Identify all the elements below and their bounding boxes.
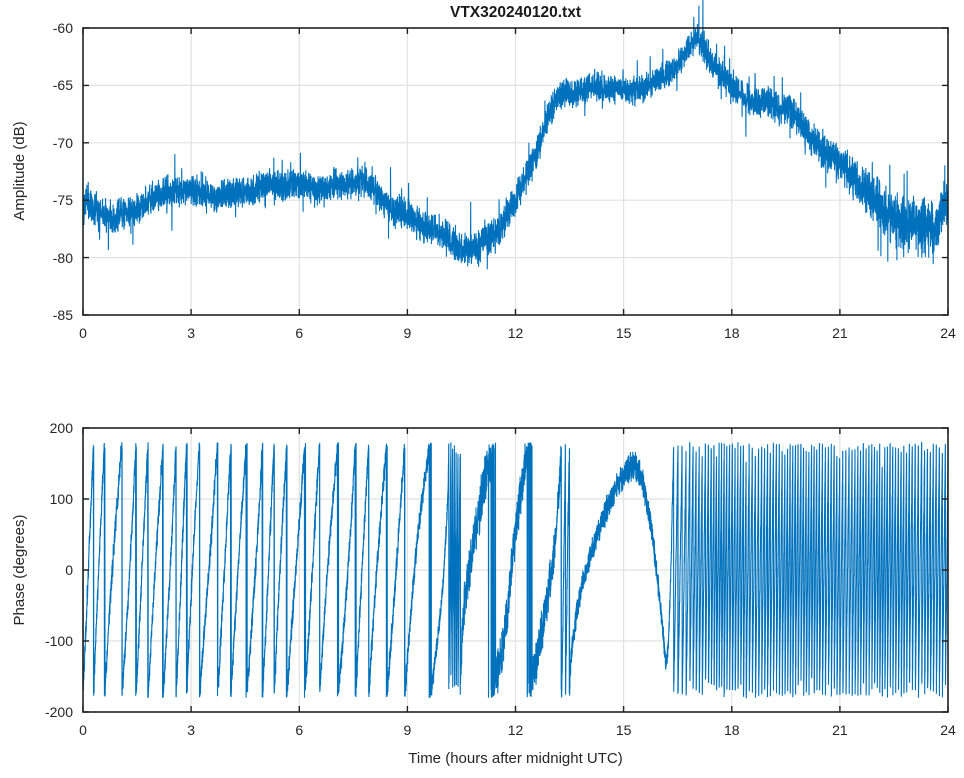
x-tick-label: 18 bbox=[723, 325, 740, 341]
x-tick-label: 24 bbox=[940, 325, 956, 341]
y-tick-label: -80 bbox=[52, 249, 73, 266]
y-tick-label: 200 bbox=[49, 420, 73, 436]
x-tick-label: 9 bbox=[403, 325, 412, 341]
x-tick-label: 9 bbox=[403, 722, 412, 738]
y-tick-label: -100 bbox=[44, 633, 73, 649]
x-tick-label: 21 bbox=[832, 325, 848, 341]
y-tick-label: -85 bbox=[52, 307, 73, 323]
x-tick-label: 3 bbox=[187, 325, 196, 341]
y-tick-label: -65 bbox=[52, 77, 73, 94]
amplitude-trace bbox=[82, 0, 949, 270]
y-tick-label: 0 bbox=[65, 562, 73, 578]
x-tick-label: 15 bbox=[615, 722, 632, 738]
x-tick-label: 21 bbox=[832, 722, 848, 738]
gridlines-plot0 bbox=[83, 28, 948, 315]
y-tick-label: -60 bbox=[52, 20, 73, 36]
x-tick-label: 18 bbox=[723, 722, 740, 738]
y-tick-label: -200 bbox=[44, 704, 73, 720]
x-tick-label: 12 bbox=[507, 325, 524, 341]
axes-box-plot0 bbox=[82, 27, 949, 316]
amplitude-axis-label: Amplitude (dB) bbox=[11, 121, 28, 221]
y-tick-label: 100 bbox=[49, 491, 73, 507]
x-tick-label: 6 bbox=[295, 325, 304, 341]
x-tick-label: 0 bbox=[79, 722, 87, 738]
y-tick-label: -75 bbox=[52, 192, 73, 209]
x-tick-label: 12 bbox=[507, 722, 524, 738]
axes-box-plot1 bbox=[82, 427, 949, 713]
y-tick-label: -70 bbox=[52, 134, 73, 151]
time-axis-label: Time (hours after midnight UTC) bbox=[408, 750, 623, 767]
figure-title: VTX320240120.txt bbox=[450, 4, 581, 21]
x-tick-label: 15 bbox=[615, 325, 632, 341]
x-tick-label: 3 bbox=[187, 722, 196, 738]
phase-trace bbox=[82, 442, 949, 699]
x-tick-label: 24 bbox=[940, 722, 956, 738]
x-tick-label: 0 bbox=[79, 325, 87, 341]
x-tick-label: 6 bbox=[295, 722, 304, 738]
